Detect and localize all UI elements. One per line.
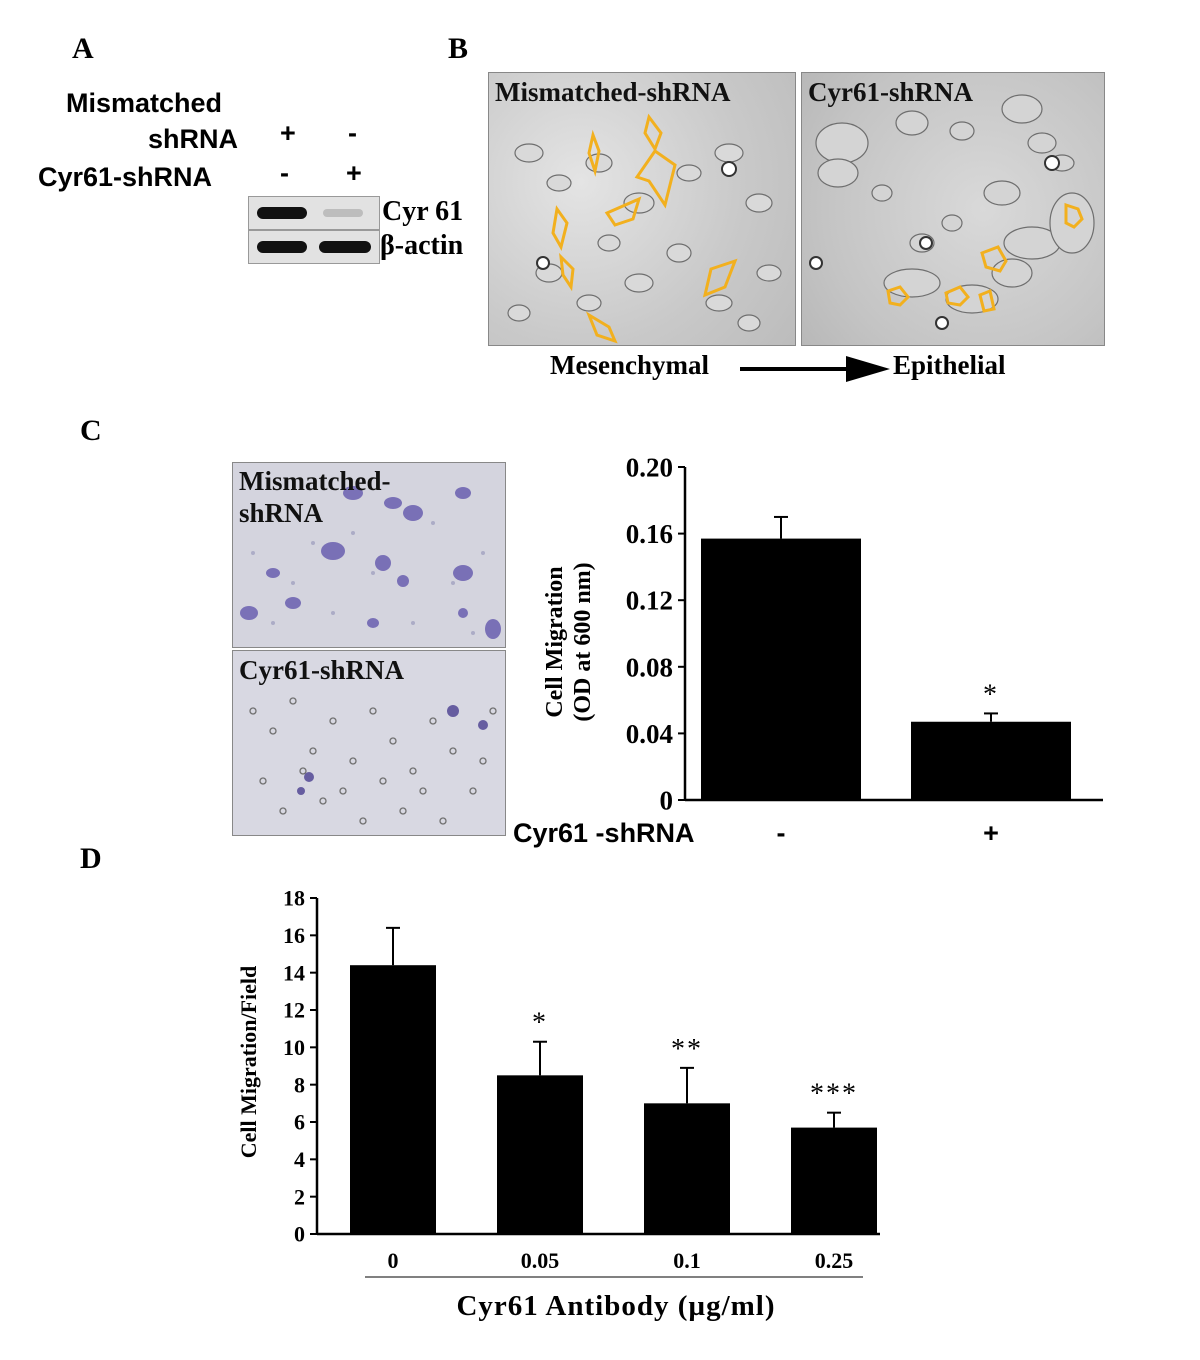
actin-blot-strip [248,230,380,264]
chart-c-category-label: - [777,818,786,848]
cyr61-lane2-sign: + [346,158,362,188]
cyr61-band-lane2 [323,209,363,217]
cyr61-stain-title: Cyr61-shRNA [239,655,404,685]
mismatched-stain-image: Mismatched- shRNA [232,462,506,648]
chart-d-significance-mark: ** [671,1034,703,1065]
chart-d-ytick-label: 8 [294,1072,305,1097]
chart-d-ytick-label: 4 [294,1147,305,1172]
chart-c-ytick-label: 0.16 [626,519,673,549]
cyr61-blot-strip [248,196,380,230]
chart-c-ytick-label: 0.20 [626,452,673,482]
chart-d-category-label: 0.05 [521,1248,560,1273]
mismatched-label: Mismatched [66,88,223,118]
panel-b-letter: B [448,32,469,65]
mismatched-lane2-sign: - [348,118,357,148]
cyr61-shrna-row-label: Cyr61-shRNA [38,162,213,192]
chart-c-ytick-label: 0.12 [626,586,673,616]
mismatched-lane1-sign: + [280,118,296,148]
chart-d-ytick-label: 10 [283,1035,305,1060]
transition-arrow [740,356,890,382]
chart-d-category-label: 0.1 [673,1248,701,1273]
cyr61-stain-image: Cyr61-shRNA [232,650,506,836]
chart-d-bar [644,1103,730,1234]
chart-d-ytick-label: 18 [283,886,305,911]
shrna-migration-chart: Cell Migration (OD at 600 nm) Cyr61 -shR… [513,452,1103,848]
cyr61-band-label: Cyr 61 [382,196,464,227]
mismatched-shrna-label: shRNA [148,124,239,154]
cyr61-micrograph-title: Cyr61-shRNA [808,77,973,107]
mismatched-micrograph: Mismatched-shRNA [488,72,796,346]
chart-c-bar [911,721,1071,800]
mismatched-micrograph-title: Mismatched-shRNA [495,77,731,107]
chart-c-ylabel-line1: Cell Migration [542,566,568,717]
cyr61-cells-svg [809,94,1095,330]
actin-band-lane1 [257,241,307,253]
panel-a-letter: A [72,32,94,65]
cyr61-stain-svg [249,697,497,825]
chart-c-ytick-label: 0 [660,785,674,815]
antibody-migration-chart: Cell Migration/Field Cyr61 Antibody (µg/… [236,886,880,1322]
mismatched-stain-svg [240,486,501,639]
cyr61-lane1-sign: - [280,158,289,188]
panel-c-letter: C [80,414,102,447]
chart-d-significance-mark: *** [810,1079,858,1110]
chart-c-ytick-label: 0.04 [626,719,673,749]
chart-d-ytick-label: 2 [294,1184,305,1209]
mismatched-stain-title-line1: Mismatched- [239,466,391,496]
chart-d-category-label: 0 [388,1248,399,1273]
mismatched-stain-title: Mismatched- shRNA [239,465,390,529]
epithelial-label: Epithelial [893,350,1006,380]
cyr61-band-lane1 [257,207,307,219]
chart-d-ytick-label: 6 [294,1110,305,1135]
cyr61-micrograph: Cyr61-shRNA [801,72,1105,346]
chart-d-ytick-label: 12 [283,998,305,1023]
mismatched-cells-svg [507,113,782,344]
chart-d-ytick-label: 16 [283,923,305,948]
chart-d-ytick-label: 14 [283,960,305,985]
actin-band-label: β-actin [380,230,464,261]
chart-c-significance-mark: * [983,679,999,710]
chart-d-ytick-label: 0 [294,1222,305,1247]
chart-c-xlabel: Cyr61 -shRNA [513,818,695,848]
actin-band-lane2 [319,241,371,253]
mesenchymal-label: Mesenchymal [550,350,709,380]
chart-d-bar [350,965,436,1234]
chart-c-bar [701,538,861,800]
chart-d-category-label: 0.25 [815,1248,854,1273]
chart-c-ytick-label: 0.08 [626,652,673,682]
chart-d-significance-mark: * [532,1008,548,1039]
chart-d-ylabel: Cell Migration/Field [236,966,261,1158]
chart-c-category-label: + [983,818,999,848]
panel-d-letter: D [80,842,102,875]
chart-d-bar [497,1075,583,1234]
mismatched-stain-title-line2: shRNA [239,498,324,528]
chart-c-ylabel-line2: (OD at 600 nm) [570,562,596,721]
chart-d-bar [791,1127,877,1234]
chart-d-xlabel: Cyr61 Antibody (µg/ml) [456,1290,775,1322]
